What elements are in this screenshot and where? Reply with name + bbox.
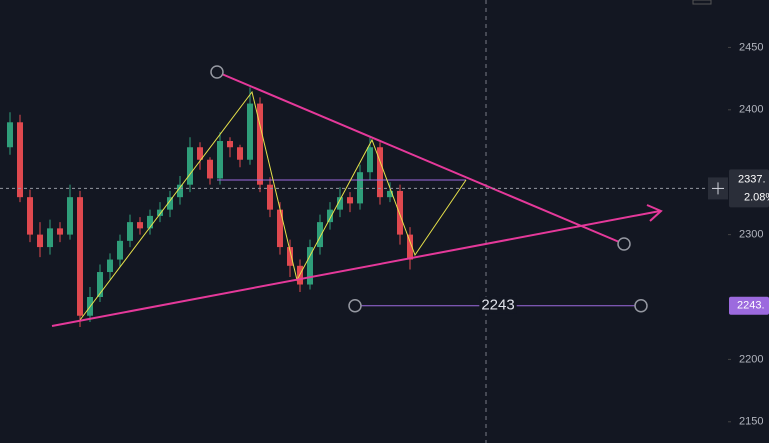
candle-body (387, 190, 393, 198)
handle[interactable] (617, 237, 631, 251)
candle-body (7, 122, 13, 148)
line-label: 2243 (481, 297, 514, 314)
candle-body (157, 209, 163, 216)
candle-body (197, 147, 203, 160)
candle-body (67, 197, 73, 235)
candle-body (207, 159, 213, 179)
candle-body (27, 197, 33, 235)
y-tick-label: 2450 (739, 41, 763, 53)
candle-body (327, 209, 333, 223)
label-bg (479, 296, 517, 314)
candle-body (177, 184, 183, 198)
candle-body (187, 147, 193, 185)
price-scale (728, 0, 769, 443)
candle-body (127, 222, 133, 241)
candle-body (17, 122, 23, 198)
line-badge (729, 296, 769, 315)
candle-body (377, 147, 383, 198)
candle-body (37, 234, 43, 248)
candle-body (367, 147, 373, 173)
lower-trendline (51, 210, 661, 327)
candle-body (147, 215, 153, 229)
price-badge (729, 169, 769, 208)
candle-body (77, 197, 83, 316)
toolbar-stub (692, 0, 712, 5)
upper-trendline (216, 71, 625, 245)
candle-body (247, 103, 253, 160)
candles (7, 87, 413, 327)
candle-body (277, 209, 283, 248)
candle-body (337, 197, 343, 210)
candle-body (217, 141, 223, 179)
candle-body (237, 147, 243, 160)
candle-body (287, 247, 293, 266)
price-badge-label: 2337. (738, 173, 766, 185)
candle-body (47, 228, 53, 248)
line-badge-label: 2243. (737, 300, 765, 312)
candle-body (317, 222, 323, 248)
candle-body (397, 190, 403, 235)
candle-body (97, 272, 103, 297)
candle-body (227, 141, 233, 148)
zigzag-pattern (79, 90, 467, 321)
price-change-label: 2.08% (744, 191, 769, 203)
candle-body (347, 197, 353, 204)
candle-body (137, 222, 143, 229)
y-tick-label: 2300 (739, 229, 763, 241)
y-tick-label: 2400 (739, 104, 763, 116)
handle[interactable] (348, 298, 362, 313)
arrow-head (646, 204, 663, 222)
y-tick-label: 2200 (739, 353, 763, 365)
candle-body (107, 259, 113, 273)
candle-body (257, 103, 263, 185)
candle-body (307, 247, 313, 285)
candle-body (167, 197, 173, 210)
candle-body (117, 240, 123, 260)
handle[interactable] (210, 65, 224, 79)
candle-body (357, 172, 363, 204)
candle-body (57, 228, 63, 235)
handle[interactable] (634, 298, 648, 313)
y-tick-label: 2150 (739, 416, 763, 428)
candle-body (407, 234, 413, 260)
candle-body (267, 184, 273, 210)
